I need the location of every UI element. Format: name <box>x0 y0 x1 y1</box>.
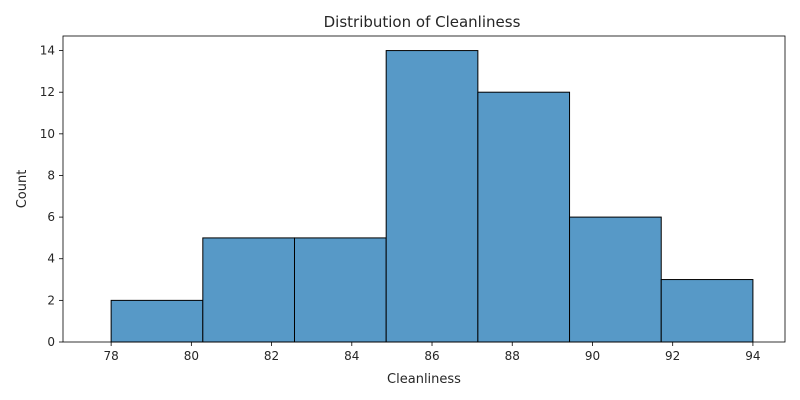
y-tick-label: 4 <box>47 252 55 266</box>
y-tick-label: 10 <box>40 127 55 141</box>
histogram-bar <box>569 216 662 343</box>
x-tick-label: 88 <box>505 349 520 363</box>
x-tick-label: 82 <box>264 349 279 363</box>
histogram-bar <box>293 237 387 343</box>
bars-group <box>110 50 754 343</box>
x-tick-label: 92 <box>665 349 680 363</box>
x-tick-label: 90 <box>585 349 600 363</box>
chart-title: Distribution of Cleanliness <box>324 13 521 31</box>
y-tick-label: 12 <box>40 85 55 99</box>
x-tick-label: 78 <box>103 349 118 363</box>
x-axis-label: Cleanliness <box>387 372 461 387</box>
y-axis-ticks: 0 2 4 6 8 10 12 14 <box>40 44 63 349</box>
y-tick-label: 2 <box>47 293 55 307</box>
x-axis-ticks: 78 80 82 84 86 88 90 92 94 <box>103 342 761 363</box>
x-tick-label: 86 <box>424 349 439 363</box>
histogram-bar <box>385 50 479 343</box>
histogram-bar <box>660 279 754 343</box>
histogram-bar <box>477 91 571 343</box>
plot-frame <box>62 35 786 343</box>
x-tick-label: 94 <box>745 349 760 363</box>
y-tick-label: 14 <box>40 44 55 58</box>
y-tick-label: 0 <box>47 335 55 349</box>
histogram-bar <box>202 237 295 343</box>
y-tick-label: 6 <box>47 210 55 224</box>
x-tick-label: 84 <box>344 349 359 363</box>
y-axis-label: Count <box>15 170 30 209</box>
x-tick-label: 80 <box>184 349 199 363</box>
y-tick-label: 8 <box>47 168 55 182</box>
histogram-bar <box>110 299 204 343</box>
